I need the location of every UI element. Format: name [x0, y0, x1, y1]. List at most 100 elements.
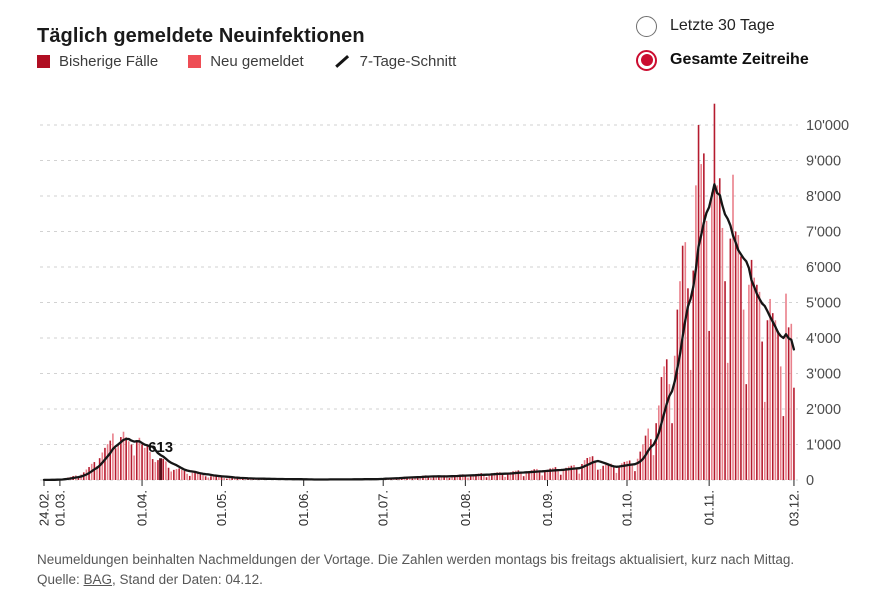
case-bar[interactable] [226, 478, 228, 480]
case-bar[interactable] [623, 461, 626, 480]
case-bar[interactable] [740, 256, 742, 480]
case-bar[interactable] [628, 460, 631, 480]
case-bar[interactable] [559, 474, 562, 480]
case-bar[interactable] [716, 185, 718, 480]
case-bar[interactable] [671, 423, 673, 480]
case-bar[interactable] [530, 469, 533, 480]
case-bar[interactable] [128, 441, 130, 480]
case-bar[interactable] [544, 471, 546, 480]
case-bar[interactable] [644, 435, 647, 480]
case-bar[interactable] [167, 467, 170, 480]
case-bar[interactable] [554, 467, 557, 480]
case-bar[interactable] [514, 470, 517, 480]
case-bar[interactable] [541, 475, 543, 480]
case-bar[interactable] [655, 423, 657, 480]
case-bar[interactable] [573, 465, 575, 480]
case-bar[interactable] [98, 458, 101, 480]
case-bar[interactable] [448, 477, 451, 480]
case-bar[interactable] [114, 448, 117, 480]
case-bar[interactable] [777, 330, 779, 480]
case-bar[interactable] [120, 437, 122, 480]
case-bar[interactable] [612, 467, 615, 480]
case-bar[interactable] [552, 467, 554, 480]
case-bar[interactable] [761, 341, 763, 480]
case-bar[interactable] [228, 477, 231, 480]
case-bar[interactable] [737, 235, 740, 480]
case-bar[interactable] [522, 476, 525, 480]
case-bar[interactable] [774, 320, 777, 480]
case-bar[interactable] [202, 474, 204, 480]
case-bar[interactable] [533, 469, 536, 480]
case-bar[interactable] [673, 355, 676, 480]
case-bar[interactable] [658, 405, 660, 480]
case-bar[interactable] [504, 476, 506, 480]
case-bar[interactable] [769, 298, 771, 480]
case-bar[interactable] [493, 472, 496, 480]
case-bar[interactable] [432, 476, 435, 480]
case-bar[interactable] [787, 327, 790, 480]
case-bar[interactable] [732, 174, 734, 480]
case-bar[interactable] [146, 446, 149, 480]
case-bar[interactable] [178, 468, 180, 480]
case-bar[interactable] [472, 474, 475, 480]
case-bar[interactable] [793, 387, 795, 480]
case-bar[interactable] [594, 462, 596, 480]
case-bar[interactable] [430, 478, 432, 480]
case-bar[interactable] [642, 444, 644, 481]
case-bar[interactable] [393, 479, 395, 480]
case-bar[interactable] [589, 456, 591, 480]
case-bar[interactable] [578, 473, 581, 480]
case-bar[interactable] [204, 476, 207, 480]
case-bar[interactable] [467, 477, 469, 480]
case-bar[interactable] [181, 469, 183, 480]
case-bar[interactable] [756, 284, 758, 480]
case-bar[interactable] [528, 471, 530, 480]
case-bar[interactable] [501, 474, 504, 480]
case-bar[interactable] [464, 475, 467, 480]
case-bar[interactable] [766, 320, 769, 480]
case-bar[interactable] [138, 437, 141, 480]
case-bar[interactable] [234, 477, 236, 480]
case-bar[interactable] [173, 469, 175, 480]
case-bar[interactable] [427, 476, 430, 480]
case-bar[interactable] [724, 281, 726, 480]
case-bar[interactable] [483, 475, 485, 480]
source-link[interactable]: BAG [83, 572, 113, 587]
case-bar[interactable] [591, 456, 594, 480]
case-bar[interactable] [700, 164, 702, 481]
case-bar[interactable] [96, 465, 98, 480]
case-bar[interactable] [236, 478, 239, 480]
case-bar[interactable] [663, 366, 665, 480]
radio-selected-icon[interactable] [636, 49, 657, 71]
case-bar[interactable] [618, 466, 620, 480]
case-bar[interactable] [536, 468, 538, 480]
case-bar[interactable] [771, 313, 774, 480]
case-bar[interactable] [549, 468, 551, 480]
case-bar[interactable] [215, 475, 218, 480]
case-bar[interactable] [557, 470, 559, 480]
case-bar[interactable] [689, 369, 692, 480]
case-bar[interactable] [112, 433, 114, 480]
case-bar[interactable] [165, 461, 167, 480]
case-bar[interactable] [713, 103, 716, 480]
case-bar[interactable] [446, 476, 448, 480]
case-bar[interactable] [647, 428, 649, 480]
case-bar[interactable] [703, 153, 705, 480]
case-bar[interactable] [708, 330, 710, 480]
case-bar[interactable] [764, 401, 766, 480]
case-bar[interactable] [758, 291, 761, 480]
case-bar[interactable] [520, 472, 522, 480]
case-bar[interactable] [212, 475, 215, 480]
case-bar[interactable] [509, 472, 512, 480]
case-bar[interactable] [586, 457, 589, 480]
case-bar[interactable] [665, 359, 668, 480]
case-bar[interactable] [705, 220, 708, 480]
case-bar[interactable] [634, 471, 636, 480]
case-bar[interactable] [210, 476, 212, 480]
case-bar[interactable] [506, 473, 509, 480]
case-bar[interactable] [639, 451, 642, 480]
case-bar[interactable] [602, 465, 604, 480]
case-bar[interactable] [106, 444, 109, 480]
case-bar[interactable] [695, 185, 697, 480]
case-bar[interactable] [143, 447, 146, 480]
